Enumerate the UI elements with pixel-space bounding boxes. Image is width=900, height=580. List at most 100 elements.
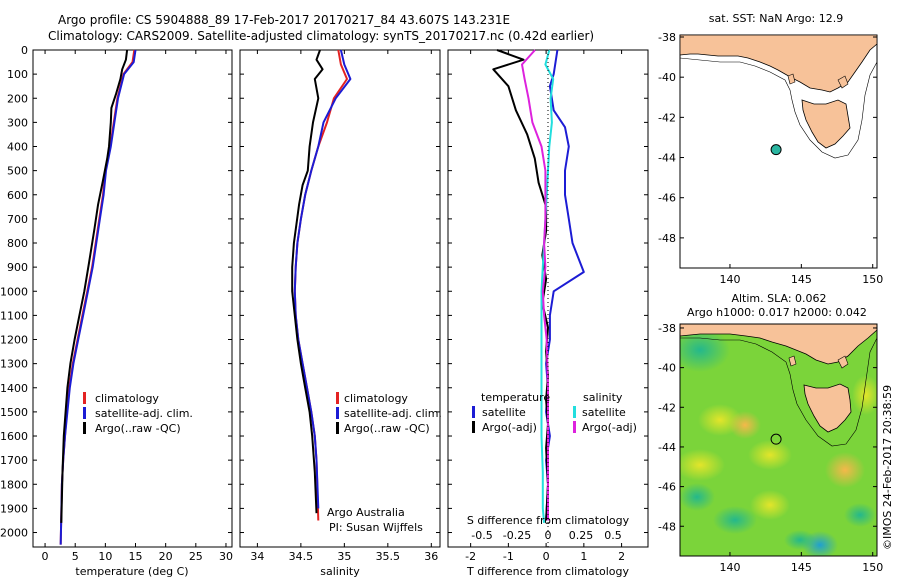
map-lon-label: 150 [862,273,883,286]
sla-heatmap [680,324,877,556]
argo-float-marker [770,433,782,445]
depth-tick-label: 1100 [0,309,28,322]
map-lat-label: -42 [658,111,676,124]
legend-temp-satellite: satellite [482,406,526,419]
x-tick-label: 20 [159,550,173,563]
series-line-satellite-adj-clim- [293,49,352,509]
depth-tick-label: 300 [7,116,28,129]
x-tick-label: 35 [337,550,351,563]
float-owner: Argo Australia [327,506,405,519]
sla-cell [750,490,790,520]
depth-tick-label: 1700 [0,454,28,467]
sla-map-axes: 140 145 150 -38 -40 -42 -44 -46 -48 [658,322,883,574]
salinity-panel [239,49,441,548]
depth-tick-label: 400 [7,141,28,154]
map-lat-label: -46 [658,192,676,205]
depth-tick-label: 800 [7,237,28,250]
sla-flinders-island [837,355,849,369]
sla-mainland [680,324,877,365]
x-tick-label: 34 [250,550,264,563]
sla-cell [713,506,757,534]
sla-cell [844,503,876,527]
depth-tick-label: 1500 [0,406,28,419]
flinders-island [837,75,849,89]
map-lat-label: -40 [658,362,676,375]
map-lat-label: -44 [658,441,676,454]
argo-float-marker [770,144,782,156]
sla-map-panel [679,323,878,557]
legend-salinity-title: salinity [583,391,623,404]
legend-argo: Argo(..raw -QC) [95,422,181,435]
depth-tick-label: 0 [21,44,28,57]
sla-tasmania [803,383,852,433]
sla-map-title: Altim. SLA: 0.062 [731,292,826,305]
sla-cell [748,440,792,470]
map-lat-label: -46 [658,481,676,494]
x2-tick-label: -0.5 [471,529,492,542]
depth-tick-label: 900 [7,261,28,274]
series-line-argo-raw-qc- [291,49,324,514]
x-tick-label: 0 [543,550,550,563]
salinity-xlabel: salinity [320,565,360,578]
x-tick-label: 0 [42,550,49,563]
sla-cell [680,328,730,372]
legend-sal-argo: Argo(-adj) [582,421,637,434]
sla-map-subtitle: Argo h1000: 0.017 h2000: 0.042 [687,306,867,319]
x-tick-labels: 0 5 10 15 20 25 30 34 34.5 35 35.5 36 -2 -1 0 1 2 -0.5 -0.… [42,529,626,563]
sla-cell [680,483,715,511]
depth-tick-label: 100 [7,68,28,81]
x2-tick-label: 0 [545,529,552,542]
contour-line [680,337,877,447]
depth-tick-label: 1300 [0,358,28,371]
depth-tick-label: 1600 [0,430,28,443]
x2-tick-label: 0.5 [604,529,622,542]
legend-temperature-title: temperature [481,391,550,404]
map-lon-label: 150 [862,561,883,574]
salinity-legend: climatology satellite-adj. clim. Argo(..… [327,392,442,534]
legend-swatch-argo [336,422,339,434]
difference-legend: temperature salinity satellite Argo(-adj… [472,391,637,434]
depth-tick-label: 1000 [0,285,28,298]
salinity-series [291,49,352,521]
temperature-xlabel: temperature (deg C) [75,565,188,578]
s-difference-xlabel: S difference from climatology [467,514,630,527]
map-lon-label: 140 [719,273,740,286]
temperature-legend: climatology satellite-adj. clim. Argo(..… [83,392,193,435]
t-difference-xlabel: T difference from climatology [466,565,629,578]
map-lat-label: -38 [658,322,676,335]
sla-cell [852,375,877,415]
legend-swatch-satellite [336,407,339,419]
depth-tick-label: 200 [7,92,28,105]
legend-sal-satellite: satellite [582,406,626,419]
temperature-series [59,49,137,545]
x-tick-label: 25 [189,550,203,563]
depth-tick-label: 1400 [0,382,28,395]
sla-cell [784,530,816,550]
x2-tick-label: 0.25 [569,529,594,542]
x-tick-label: 30 [219,550,233,563]
map-lon-label: 145 [791,273,812,286]
legend-climatology: climatology [344,392,408,405]
legend-argo: Argo(..raw -QC) [344,422,430,435]
map-lon-label: 145 [791,561,812,574]
x-tick-label: -1 [503,550,514,563]
axis-ticks [33,49,648,547]
x-tick-label: 10 [98,550,112,563]
depth-tick-label: 700 [7,213,28,226]
depth-tick-label: 1900 [0,502,28,515]
legend-swatch-sal-satellite [573,406,576,418]
sst-map-title: sat. SST: NaN Argo: 12.9 [709,12,843,25]
x-tick-label: 35.5 [376,550,401,563]
map-lat-label: -40 [658,71,676,84]
sst-map-land [680,35,877,159]
depth-tick-label: 1200 [0,334,28,347]
contour-line [680,57,877,159]
header-line-2: Climatology: CARS2009. Satellite-adjuste… [48,29,594,43]
legend-swatch-temp-satellite [472,406,475,418]
legend-swatch-satellite [83,407,86,419]
legend-swatch-climatology [83,392,86,404]
x-tick-label: 34.5 [289,550,314,563]
x-tick-label: 15 [129,550,143,563]
depth-tick-label: 1800 [0,478,28,491]
series-line-satellite-adj-clim- [59,49,137,545]
